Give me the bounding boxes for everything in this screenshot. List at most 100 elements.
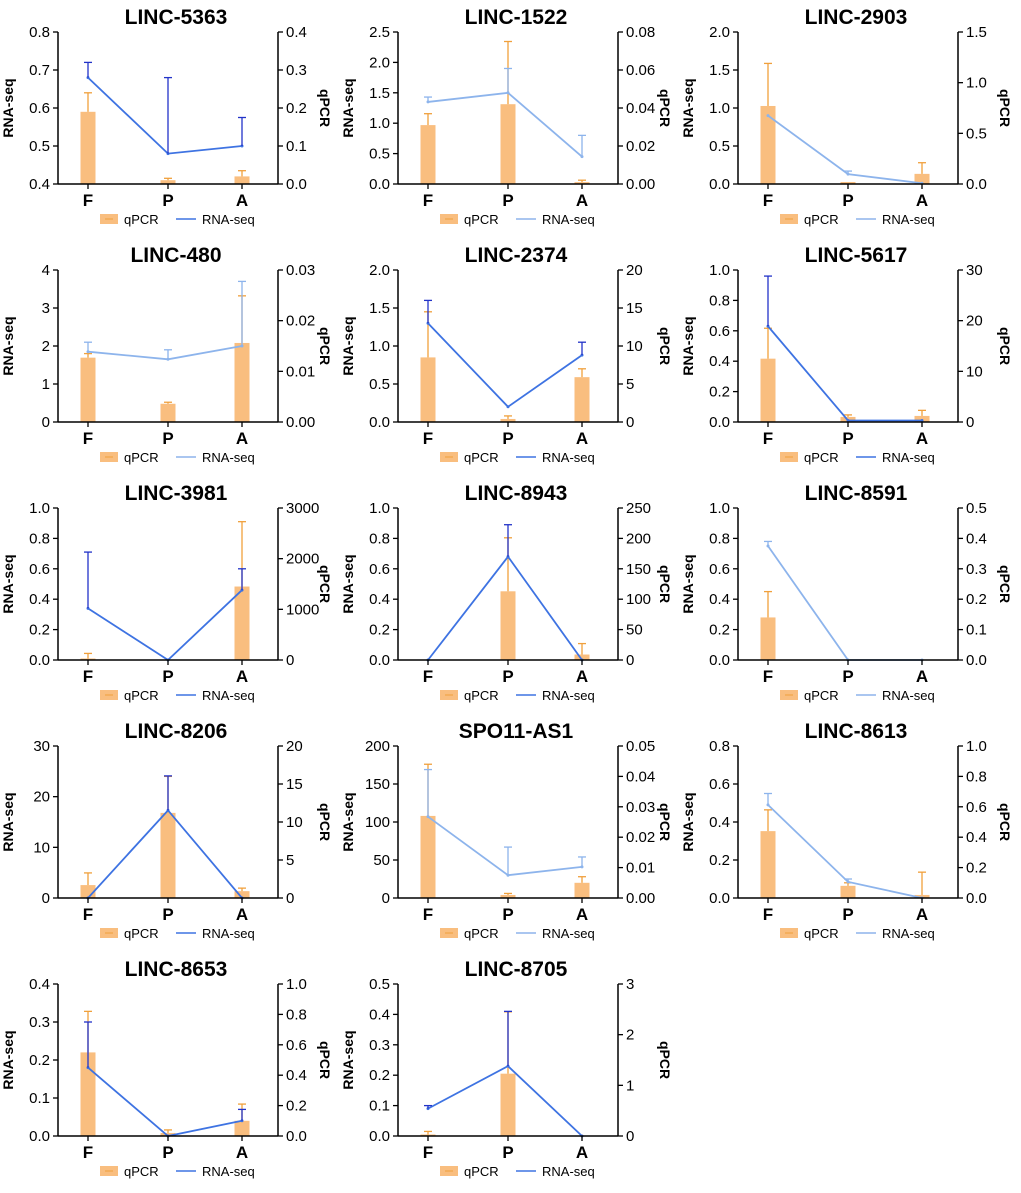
right-tick-label: 0: [626, 1128, 634, 1145]
category-label-f: F: [423, 191, 433, 210]
right-axis-title: qPCR: [997, 89, 1013, 127]
left-tick-label: 0.8: [29, 24, 50, 41]
left-axis-title: RNA-seq: [680, 316, 696, 375]
rnaseq-point-a: [240, 1119, 244, 1123]
left-tick-label: 0.2: [709, 852, 730, 869]
right-tick-label: 250: [626, 500, 651, 517]
chart-panel-linc-8591: LINC-8591 0.0 0.2 0.4 0.6 0.8 1.0 0.0 0.1 0.2 0.3 0…: [680, 476, 1020, 714]
left-tick-label: 2.0: [369, 54, 390, 71]
chart-title: LINC-1522: [465, 6, 568, 29]
rnaseq-line: [427, 815, 583, 877]
qpcr-bar-f: [760, 831, 776, 898]
chart-panel-linc-8705: LINC-8705 0.0 0.1 0.2 0.3 0.4 0.5 0 1 2 3 F P A RNA-se…: [340, 952, 680, 1190]
qpcr-bar-a: [574, 182, 590, 184]
chart-panel-linc-2374: LINC-2374 0.0 0.5 1.0 1.5 2.0 0 5 10 15 20 F P A RNA-s…: [340, 238, 680, 476]
qpcr-bar-p: [840, 181, 856, 184]
qpcr-bar-p: [160, 180, 176, 184]
right-tick-label: 10: [626, 338, 643, 355]
legend-qpcr-label: qPCR: [464, 450, 499, 465]
category-label-p: P: [502, 667, 513, 686]
category-label-a: A: [576, 667, 588, 686]
qpcr-bar-p: [500, 591, 516, 660]
right-tick-label: 20: [966, 313, 983, 330]
left-axis-title: RNA-seq: [0, 554, 16, 613]
right-tick-label: 15: [626, 300, 643, 317]
category-label-p: P: [162, 1143, 173, 1162]
right-tick-label: 3: [626, 976, 634, 993]
right-tick-label: 0.0: [966, 176, 987, 193]
chart-title: LINC-5363: [125, 6, 228, 29]
chart-title: LINC-8943: [465, 482, 568, 505]
rnaseq-line: [87, 1066, 243, 1137]
right-axis-title: qPCR: [997, 803, 1013, 841]
rnaseq-point-p: [506, 555, 510, 559]
right-tick-label: 0.01: [626, 860, 655, 877]
right-tick-label: 0.00: [626, 890, 655, 907]
qpcr-bar-f: [80, 111, 96, 184]
legend-qpcr-label: qPCR: [804, 688, 839, 703]
rnaseq-point-f: [426, 1107, 430, 1111]
right-axis-title: qPCR: [317, 89, 333, 127]
right-tick-label: 0: [626, 652, 634, 669]
left-tick-label: 0.5: [369, 146, 390, 163]
legend-rnaseq-label: RNA-seq: [542, 688, 595, 703]
left-tick-label: 0.4: [709, 814, 730, 831]
left-tick-label: 0.0: [369, 414, 390, 431]
right-tick-label: 0.2: [966, 591, 987, 608]
left-axis-title: RNA-seq: [340, 554, 356, 613]
right-axis-title: qPCR: [997, 565, 1013, 603]
category-label-a: A: [916, 667, 928, 686]
category-label-p: P: [162, 667, 173, 686]
chart-panel-linc-1522: LINC-1522 0.0 0.5 1.0 1.5 2.0 2.5 0.00 0.02 0.04 0…: [340, 0, 680, 238]
right-tick-label: 0.0: [966, 652, 987, 669]
right-tick-label: 0.02: [626, 138, 655, 155]
legend-rnaseq-label: RNA-seq: [882, 450, 935, 465]
legend-qpcr-label: qPCR: [124, 1164, 159, 1179]
category-label-a: A: [576, 905, 588, 924]
qpcr-bar-p: [840, 885, 856, 898]
chart-title: LINC-2374: [465, 244, 568, 267]
left-tick-label: 0.6: [369, 561, 390, 578]
left-tick-label: 0.5: [369, 976, 390, 993]
legend-rnaseq-label: RNA-seq: [202, 688, 255, 703]
left-tick-label: 4: [42, 262, 50, 279]
left-tick-label: 0.0: [709, 652, 730, 669]
chart-svg: LINC-8206 0 10 20 30 0 5 10 15 20 F P A RNA-seq qPCR qP…: [0, 720, 333, 941]
rnaseq-point-f: [766, 803, 770, 807]
category-label-p: P: [162, 905, 173, 924]
chart-panel-spo11-as1: SPO11-AS1 0 50 100 150 200 0.00 0.01 0.02 0.03 0.0…: [340, 714, 680, 952]
category-label-a: A: [576, 191, 588, 210]
qpcr-bar-f: [80, 658, 96, 660]
left-tick-label: 100: [365, 814, 390, 831]
rnaseq-point-p: [506, 873, 510, 877]
category-label-a: A: [576, 429, 588, 448]
legend-rnaseq-label: RNA-seq: [542, 1164, 595, 1179]
right-tick-label: 0.02: [286, 313, 315, 330]
left-tick-label: 3: [42, 300, 50, 317]
category-label-a: A: [576, 1143, 588, 1162]
left-tick-label: 0.8: [369, 530, 390, 547]
right-axis-title: qPCR: [657, 327, 673, 365]
right-tick-label: 1.0: [966, 75, 987, 92]
qpcr-bar-f: [760, 617, 776, 660]
right-tick-label: 5: [286, 852, 294, 869]
right-axis-title: qPCR: [317, 565, 333, 603]
right-tick-label: 0.4: [966, 530, 987, 547]
left-axis-title: RNA-seq: [340, 1030, 356, 1089]
category-label-p: P: [502, 905, 513, 924]
right-tick-label: 0.1: [286, 138, 307, 155]
chart-svg: LINC-5617 0.0 0.2 0.4 0.6 0.8 1.0 0 10 20 30 F P A RNA…: [680, 244, 1013, 465]
chart-svg: LINC-3981 0.0 0.2 0.4 0.6 0.8 1.0 0 1000 2000 3000…: [0, 482, 333, 703]
legend-qpcr-label: qPCR: [124, 450, 159, 465]
chart-panel-linc-8653: LINC-8653 0.0 0.1 0.2 0.3 0.4 0.0 0.2 0.4 0.6 0.8 1…: [0, 952, 340, 1190]
right-tick-label: 0.03: [286, 262, 315, 279]
right-tick-label: 1.0: [286, 976, 307, 993]
category-label-a: A: [916, 429, 928, 448]
right-tick-label: 200: [626, 530, 651, 547]
right-tick-label: 0: [966, 414, 974, 431]
right-tick-label: 0.6: [286, 1037, 307, 1054]
category-label-p: P: [502, 191, 513, 210]
legend-qpcr-label: qPCR: [124, 688, 159, 703]
qpcr-bar-a: [234, 1120, 250, 1136]
category-label-p: P: [842, 667, 853, 686]
